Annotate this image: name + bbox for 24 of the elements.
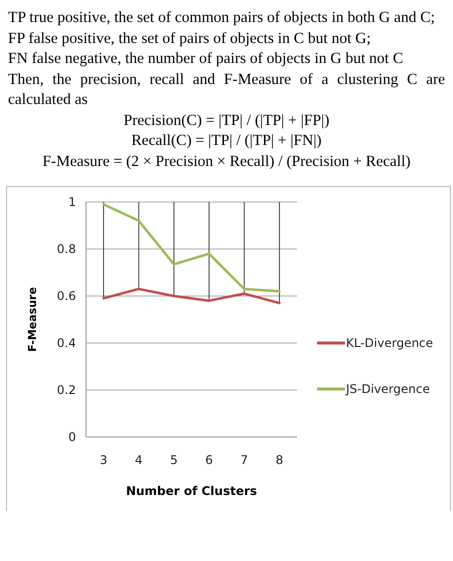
legend-label: KL-Divergence	[346, 336, 434, 350]
x-axis-title: Number of Clusters	[126, 484, 258, 498]
x-tick-label: 3	[100, 453, 108, 467]
x-tick-label: 7	[240, 453, 248, 467]
y-tick-label: 0.4	[56, 336, 76, 350]
y-tick-label: 1	[68, 195, 76, 210]
line-series	[102, 288, 281, 304]
text: FP false positive, the set of pairs of objects in C but not G;	[8, 28, 372, 48]
text: Precision(C) = |TP| / (|TP| + |FP|)	[122, 110, 330, 130]
y-tick-label: 0	[68, 430, 76, 444]
x-tick-label: 8	[276, 453, 284, 467]
text: Then, the precision, recall and F-Measure of a clustering C are calculated as	[8, 70, 445, 110]
text: TP true positive, the set of common pairs of objects in both G and C;	[8, 8, 436, 28]
y-tick-label: 0.8	[56, 242, 76, 256]
text: FN false negative, the number of pairs of objects in G but not C	[8, 49, 404, 69]
text: Recall(C) = |TP| / (|TP| + |FN|)	[130, 131, 323, 151]
legend-label: JS-Divergence	[345, 382, 430, 396]
y-tick-label: 0.6	[56, 289, 76, 304]
y-axis-title: F-Measure	[26, 287, 39, 352]
x-tick-label: 6	[205, 453, 213, 467]
x-tick-label: 5	[170, 453, 178, 467]
text: F-Measure = (2 × Precision × Recall) / (Precision + Recall)	[41, 152, 412, 172]
y-tick-label: 0.2	[56, 383, 76, 398]
x-tick-label: 4	[134, 453, 143, 467]
